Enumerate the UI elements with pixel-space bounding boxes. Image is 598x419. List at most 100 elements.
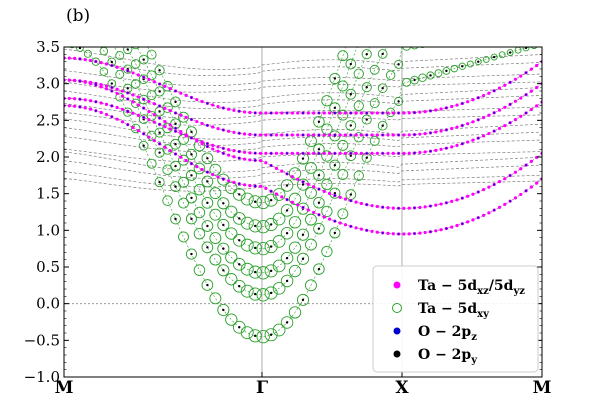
pz-marker bbox=[238, 132, 241, 135]
pz-marker bbox=[429, 230, 432, 233]
dxz-marker bbox=[407, 111, 411, 115]
dxz-marker bbox=[248, 110, 252, 115]
dxy-marker bbox=[170, 96, 181, 108]
dxy-marker bbox=[225, 227, 238, 240]
dxy-marker bbox=[280, 274, 294, 288]
dxy-marker bbox=[345, 88, 357, 100]
py-marker bbox=[174, 122, 177, 125]
dxz-marker bbox=[131, 93, 135, 97]
pz-marker bbox=[333, 134, 336, 136]
dxz-marker bbox=[306, 182, 310, 186]
dxy-marker bbox=[154, 177, 165, 188]
dxy-marker bbox=[240, 284, 254, 298]
py-marker bbox=[365, 53, 368, 56]
pz-marker bbox=[158, 123, 161, 126]
pz-marker bbox=[365, 134, 368, 136]
dxy-marker bbox=[272, 212, 286, 226]
legend-label: O − 2py bbox=[418, 347, 478, 366]
y-tick-label: −1.0 bbox=[24, 368, 60, 386]
dxy-marker bbox=[225, 251, 238, 264]
dxz-marker bbox=[147, 77, 151, 82]
py-marker bbox=[333, 106, 337, 110]
dxy-marker bbox=[394, 96, 404, 106]
dxz-marker bbox=[434, 203, 438, 207]
dxz-marker bbox=[370, 151, 374, 155]
dxy-marker bbox=[240, 216, 254, 230]
pz-marker bbox=[142, 132, 145, 135]
dxy-marker bbox=[162, 195, 173, 206]
dxz-marker bbox=[216, 175, 220, 179]
dxz-marker bbox=[386, 133, 390, 137]
panel-label: (b) bbox=[66, 6, 90, 26]
py-marker bbox=[206, 283, 209, 287]
py-marker bbox=[158, 131, 161, 134]
dxz-marker bbox=[513, 99, 518, 103]
dxz-marker bbox=[258, 111, 263, 115]
py-marker bbox=[63, 42, 65, 44]
pz-marker bbox=[445, 147, 448, 150]
dxz-marker bbox=[227, 153, 231, 157]
dxy-marker bbox=[248, 219, 262, 233]
dxy-marker bbox=[138, 94, 149, 105]
dxz-marker bbox=[248, 132, 252, 137]
dxz-marker bbox=[258, 133, 263, 137]
dxz-marker bbox=[184, 115, 188, 119]
dxz-marker bbox=[513, 118, 518, 122]
py-marker bbox=[254, 292, 257, 296]
pz-marker bbox=[302, 152, 304, 155]
dxz-marker bbox=[120, 120, 125, 124]
dxz-marker bbox=[407, 151, 411, 155]
dxy-marker bbox=[313, 196, 325, 209]
dxz-marker bbox=[264, 186, 268, 190]
pz-marker bbox=[413, 232, 416, 235]
dxy-marker bbox=[240, 192, 254, 206]
dxz-marker bbox=[258, 151, 263, 155]
dxy-marker bbox=[329, 227, 341, 239]
dxy-marker bbox=[209, 187, 222, 200]
dxy-marker bbox=[138, 54, 149, 65]
dxz-marker bbox=[439, 147, 443, 151]
dxz-marker bbox=[200, 99, 204, 104]
dxz-marker bbox=[497, 108, 502, 112]
dxy-marker bbox=[109, 47, 114, 48]
pz-marker bbox=[222, 152, 225, 155]
pz-marker bbox=[349, 225, 352, 228]
pz-marker bbox=[158, 117, 161, 120]
dxy-marker bbox=[313, 116, 325, 128]
py-marker bbox=[365, 118, 368, 121]
dxy-marker bbox=[377, 120, 388, 131]
pz-marker bbox=[525, 189, 528, 192]
dxy-marker bbox=[209, 253, 222, 266]
dxz-marker bbox=[418, 110, 422, 114]
dxz-marker bbox=[227, 129, 231, 133]
dxz-marker bbox=[343, 111, 348, 115]
dxz-marker bbox=[290, 175, 294, 179]
pz-marker bbox=[413, 151, 416, 154]
py-marker bbox=[158, 180, 161, 184]
dxz-marker bbox=[296, 177, 300, 181]
py-marker bbox=[254, 224, 257, 228]
dxy-marker bbox=[201, 196, 214, 209]
dxz-marker bbox=[280, 151, 284, 155]
dxy-marker bbox=[321, 178, 333, 191]
py-marker bbox=[206, 201, 209, 205]
dxz-marker bbox=[115, 117, 119, 121]
pz-marker bbox=[429, 109, 432, 112]
dxy-marker bbox=[490, 53, 498, 61]
py-marker bbox=[349, 154, 352, 157]
dxz-marker bbox=[99, 110, 103, 115]
dxz-marker bbox=[343, 151, 348, 155]
dxy-marker bbox=[321, 245, 333, 258]
dxz-marker bbox=[503, 105, 507, 109]
dxz-marker bbox=[450, 126, 454, 131]
py-marker bbox=[301, 157, 305, 160]
dxz-marker bbox=[327, 191, 332, 196]
dxz-marker bbox=[322, 189, 326, 193]
dxy-marker bbox=[225, 273, 238, 286]
dxz-marker bbox=[227, 107, 231, 111]
dxz-marker bbox=[513, 77, 518, 81]
dxy-marker bbox=[130, 79, 141, 89]
dxz-marker bbox=[466, 100, 470, 104]
dxz-marker bbox=[497, 205, 502, 209]
dxz-marker bbox=[163, 84, 167, 88]
